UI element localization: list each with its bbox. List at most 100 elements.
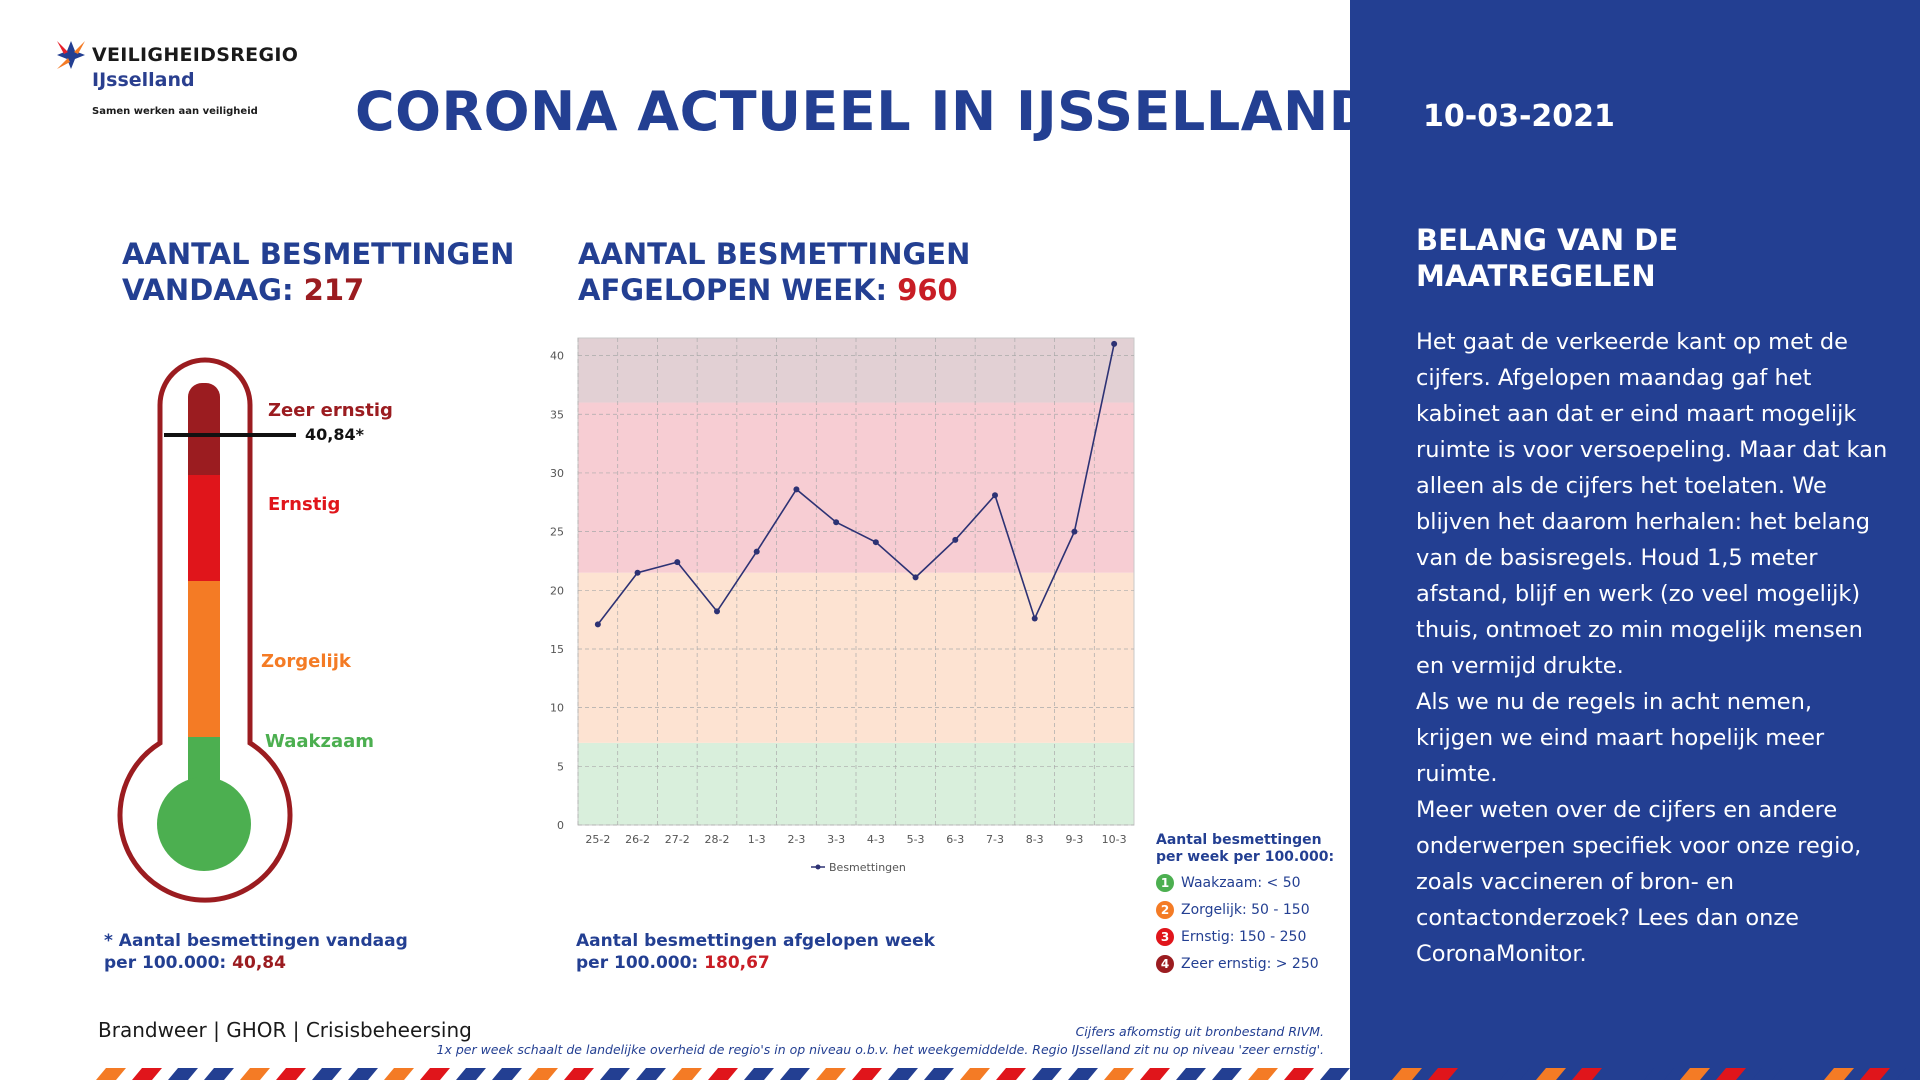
stripe-segment bbox=[1716, 1068, 1746, 1080]
stripe-segment bbox=[1644, 1068, 1674, 1080]
stripe-segment bbox=[1320, 1068, 1350, 1080]
data-point bbox=[1071, 528, 1078, 535]
data-point bbox=[1111, 340, 1118, 347]
legend-item: 4 Zeer ernstig: > 250 bbox=[1156, 955, 1319, 973]
thermometer-bulb bbox=[157, 777, 251, 871]
stripe-segment bbox=[888, 1068, 918, 1080]
level-label-waakzaam: Waakzaam bbox=[265, 731, 375, 752]
stripe-segment bbox=[1032, 1068, 1062, 1080]
source-line-2: 1x per week schaalt de landelijke overhe… bbox=[436, 1042, 1324, 1057]
stripe-segment bbox=[1608, 1068, 1638, 1080]
data-point bbox=[1031, 615, 1038, 622]
stripe-segment bbox=[1248, 1068, 1278, 1080]
stripe-segment bbox=[1824, 1068, 1854, 1080]
stripe-segment bbox=[852, 1068, 882, 1080]
stripe-segment bbox=[1752, 1068, 1782, 1080]
level-label-ernstig: Ernstig bbox=[268, 494, 341, 515]
y-tick-label: 10 bbox=[550, 702, 564, 715]
stripe-segment bbox=[276, 1068, 306, 1080]
series-line-besmettingen bbox=[597, 343, 1115, 625]
logo-tagline: Samen werken aan veiligheid bbox=[92, 106, 258, 117]
x-tick-label: 25-2 bbox=[585, 833, 610, 846]
thermometer-marker-value: 40,84* bbox=[305, 425, 364, 444]
stripe-segment bbox=[1140, 1068, 1170, 1080]
stripe-segment bbox=[744, 1068, 774, 1080]
week-heading: AANTAL BESMETTINGEN AFGELOPEN WEEK: 960 bbox=[578, 236, 970, 308]
stripe-segment bbox=[96, 1068, 126, 1080]
stripe-segment bbox=[1212, 1068, 1242, 1080]
source-note: Cijfers afkomstig uit bronbestand RIVM. … bbox=[437, 1023, 1324, 1059]
stripe-segment bbox=[924, 1068, 954, 1080]
stripe-segment bbox=[1680, 1068, 1710, 1080]
logo-region: IJsselland bbox=[92, 69, 195, 91]
stripe-segment bbox=[456, 1068, 486, 1080]
stripe-segment bbox=[564, 1068, 594, 1080]
legend-series-label: Besmettingen bbox=[829, 861, 906, 874]
stripe-segment bbox=[600, 1068, 630, 1080]
thermometer-level-zorgelijk bbox=[188, 581, 220, 737]
stripe-segment bbox=[816, 1068, 846, 1080]
legend-item-label: Zeer ernstig: > 250 bbox=[1181, 956, 1319, 972]
chart-band bbox=[578, 742, 1134, 825]
stripe-segment bbox=[312, 1068, 342, 1080]
info-panel bbox=[1350, 0, 1920, 1080]
data-point bbox=[833, 519, 840, 526]
stripe-segment bbox=[708, 1068, 738, 1080]
stripe-segment bbox=[1896, 1068, 1920, 1080]
logo-mark-icon bbox=[57, 41, 85, 69]
level-label-zeer-ernstig: Zeer ernstig bbox=[268, 400, 393, 421]
stripe-segment bbox=[1068, 1068, 1098, 1080]
today-footnote-line2: per 100.000: bbox=[104, 953, 227, 973]
thermometer-level-zeer-ernstig-fill bbox=[188, 405, 220, 477]
data-point bbox=[714, 608, 720, 615]
legend-item-label: Zorgelijk: 50 - 150 bbox=[1181, 902, 1310, 918]
data-point bbox=[872, 539, 879, 546]
stripe-segment bbox=[1536, 1068, 1566, 1080]
legend-number-badge: 3 bbox=[1156, 928, 1174, 946]
logo-name: VEILIGHEIDSREGIO bbox=[92, 44, 299, 66]
weekly-chart: 0 5 10 15 20 25 30 35 40 25-2 26-2 27-2 28-2 1-3 2-3 3-… bbox=[550, 337, 1135, 874]
chart-band bbox=[578, 572, 1134, 743]
x-tick-label: 9-3 bbox=[1065, 833, 1083, 846]
stripe-segment bbox=[492, 1068, 522, 1080]
stripe-segment bbox=[132, 1068, 162, 1080]
report-date: 10-03-2021 bbox=[1423, 99, 1615, 134]
stripe-segment bbox=[1428, 1068, 1458, 1080]
x-tick-label: 28-2 bbox=[705, 833, 730, 846]
x-tick-label: 5-3 bbox=[907, 833, 925, 846]
page-title: CORONA ACTUEEL IN IJSSELLAND bbox=[355, 80, 1375, 143]
data-point bbox=[912, 574, 919, 581]
y-tick-label: 40 bbox=[550, 350, 564, 363]
stripe-segment bbox=[1788, 1068, 1818, 1080]
y-tick-label: 0 bbox=[557, 819, 564, 832]
week-value: 960 bbox=[897, 273, 958, 307]
data-point bbox=[992, 492, 998, 499]
stripe-segment bbox=[204, 1068, 234, 1080]
today-footnote-line1: * Aantal besmettingen vandaag bbox=[104, 931, 408, 951]
stripe-segment bbox=[384, 1068, 414, 1080]
legend-number-badge: 1 bbox=[1156, 874, 1174, 892]
x-tick-label: 27-2 bbox=[665, 833, 690, 846]
legend-title: Aantal besmettingen per week per 100.000… bbox=[1156, 832, 1335, 865]
today-value: 217 bbox=[303, 273, 365, 307]
today-footnote: * Aantal besmettingen vandaag per 100.00… bbox=[104, 930, 408, 974]
week-heading-line2: AFGELOPEN WEEK: bbox=[578, 273, 888, 307]
services-text: Brandweer | GHOR | Crisisbeheersing bbox=[98, 1018, 472, 1042]
stripe-segment bbox=[1176, 1068, 1206, 1080]
x-tick-label: 10-3 bbox=[1102, 833, 1127, 846]
stripe-segment bbox=[1500, 1068, 1530, 1080]
today-footnote-value: 40,84 bbox=[232, 953, 286, 973]
y-tick-label: 25 bbox=[550, 526, 564, 539]
data-point bbox=[674, 559, 681, 566]
legend-item-label: Ernstig: 150 - 250 bbox=[1181, 929, 1307, 945]
data-point bbox=[793, 486, 800, 493]
y-tick-label: 30 bbox=[550, 467, 564, 480]
panel-paragraph-2: Als we nu de regels in acht nemen, krijg… bbox=[1416, 689, 1825, 787]
stripe-segment bbox=[1572, 1068, 1602, 1080]
stripe-segment bbox=[672, 1068, 702, 1080]
stripe-segment bbox=[420, 1068, 450, 1080]
y-tick-label: 20 bbox=[550, 584, 564, 597]
y-tick-label: 5 bbox=[557, 760, 564, 773]
stripe-segment bbox=[348, 1068, 378, 1080]
stripe-segment bbox=[636, 1068, 666, 1080]
